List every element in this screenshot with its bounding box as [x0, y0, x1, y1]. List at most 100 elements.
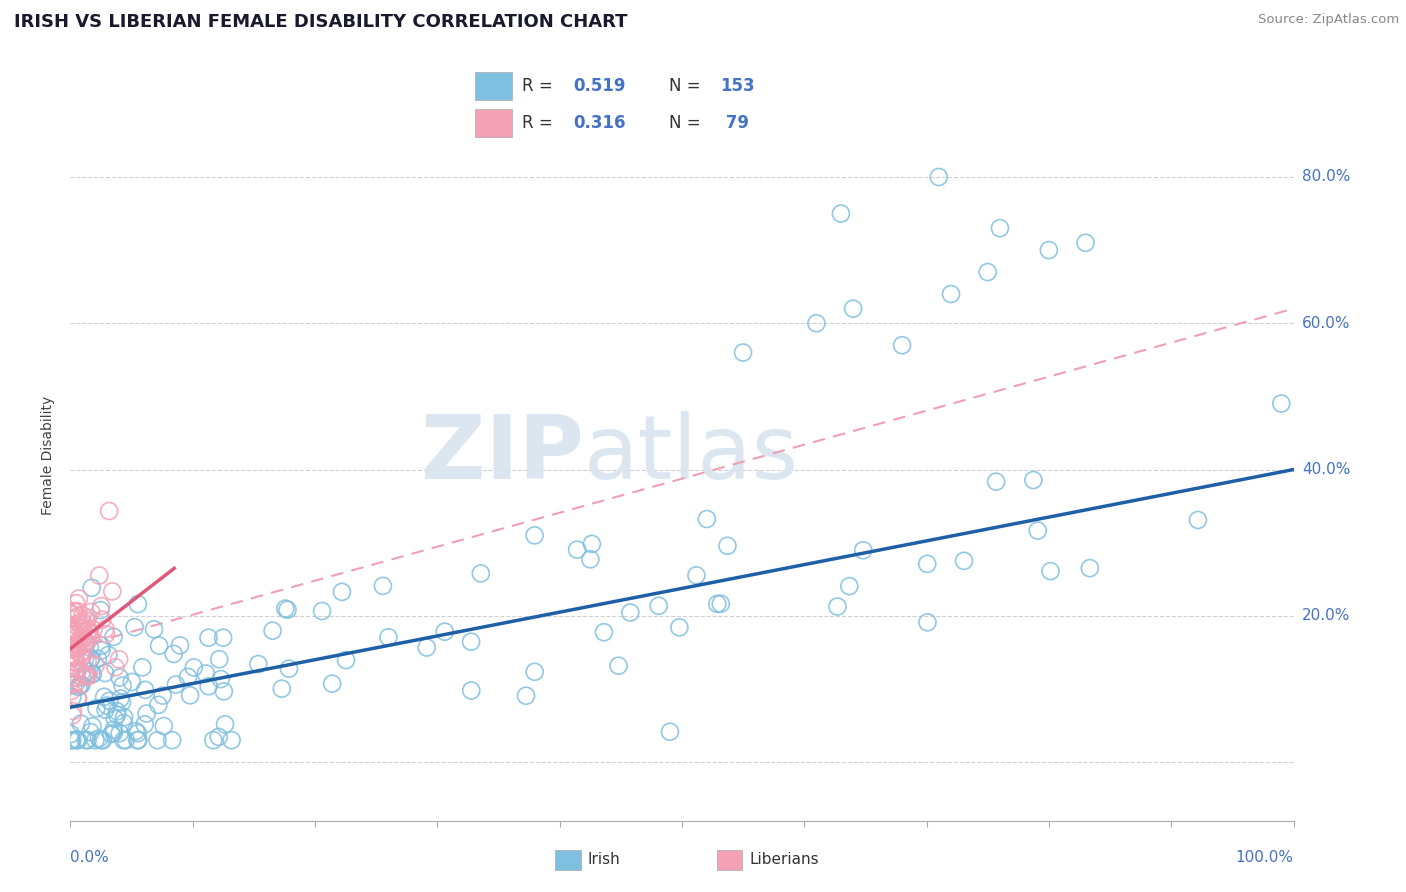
Point [278, 662, 301, 676]
Point [103, 630, 125, 644]
Point [127, 597, 149, 611]
Text: Irish: Irish [588, 853, 620, 867]
Point [460, 683, 482, 698]
Point [76, 635, 98, 649]
Point [125, 724, 148, 739]
Point [70, 614, 93, 628]
Point [221, 733, 243, 747]
FancyBboxPatch shape [475, 109, 512, 137]
Point [60, 684, 83, 698]
Point [607, 658, 630, 673]
Point [62, 708, 84, 723]
Point [928, 169, 950, 184]
Point [89, 603, 111, 617]
Point [80, 651, 103, 665]
Point [579, 552, 602, 566]
Point [830, 206, 852, 220]
Point [66, 733, 89, 747]
Point [87, 652, 110, 666]
Point [619, 606, 641, 620]
Point [127, 733, 149, 747]
Point [148, 639, 170, 653]
Point [148, 698, 170, 712]
Point [94, 703, 117, 717]
Text: IRISH VS LIBERIAN FEMALE DISABILITY CORRELATION CHART: IRISH VS LIBERIAN FEMALE DISABILITY CORR… [14, 13, 627, 31]
Point [66, 691, 89, 706]
Point [63, 640, 86, 655]
Point [67, 591, 90, 606]
Point [838, 579, 860, 593]
Point [169, 639, 191, 653]
Point [134, 717, 156, 731]
Point [62, 622, 84, 636]
Point [75, 652, 97, 666]
Point [247, 657, 270, 672]
Point [63, 665, 86, 680]
Point [65, 733, 87, 747]
Text: atlas: atlas [583, 411, 799, 499]
Point [59, 727, 82, 741]
Point [100, 727, 122, 741]
Point [72, 632, 94, 646]
Point [208, 652, 231, 666]
Point [668, 620, 690, 634]
Text: 60.0%: 60.0% [1302, 316, 1350, 331]
Point [112, 716, 135, 731]
Point [72, 608, 94, 623]
Point [60, 640, 83, 654]
Point [377, 630, 399, 644]
Point [66, 656, 89, 670]
Text: 0.316: 0.316 [574, 114, 626, 132]
Point [194, 666, 217, 681]
Point [103, 726, 125, 740]
Point [108, 726, 131, 740]
Point [134, 682, 156, 697]
Point [60, 642, 83, 657]
Point [197, 679, 219, 693]
Point [91, 733, 114, 747]
Point [82, 667, 104, 681]
Point [515, 689, 537, 703]
FancyBboxPatch shape [475, 71, 512, 100]
Point [163, 647, 186, 661]
Point [202, 733, 225, 747]
Point [647, 599, 669, 613]
Point [416, 640, 439, 655]
Point [76, 669, 98, 683]
Point [66, 732, 89, 747]
Point [1039, 564, 1062, 578]
Point [77, 611, 100, 625]
Point [659, 724, 682, 739]
Text: 153: 153 [720, 77, 755, 95]
Point [80, 631, 103, 645]
Point [460, 634, 482, 648]
Point [82, 623, 104, 637]
Point [953, 554, 976, 568]
Point [115, 733, 138, 747]
Point [1270, 396, 1292, 410]
Point [76, 630, 98, 644]
Point [60, 672, 83, 686]
Point [63, 628, 86, 642]
Point [127, 726, 149, 740]
Point [59, 733, 82, 747]
Point [76, 668, 98, 682]
Point [72, 630, 94, 644]
Point [72, 617, 94, 632]
Point [716, 539, 738, 553]
Point [852, 543, 875, 558]
Point [806, 316, 828, 330]
Point [60, 690, 83, 705]
Point [69, 678, 91, 692]
Point [60, 624, 83, 639]
Point [65, 618, 87, 632]
Text: Source: ZipAtlas.com: Source: ZipAtlas.com [1258, 13, 1399, 27]
Point [93, 690, 115, 704]
Text: 40.0%: 40.0% [1302, 462, 1350, 477]
Point [581, 537, 603, 551]
Point [94, 665, 117, 680]
Point [80, 581, 103, 595]
Point [135, 706, 157, 721]
Point [1078, 561, 1101, 575]
Point [146, 733, 169, 747]
